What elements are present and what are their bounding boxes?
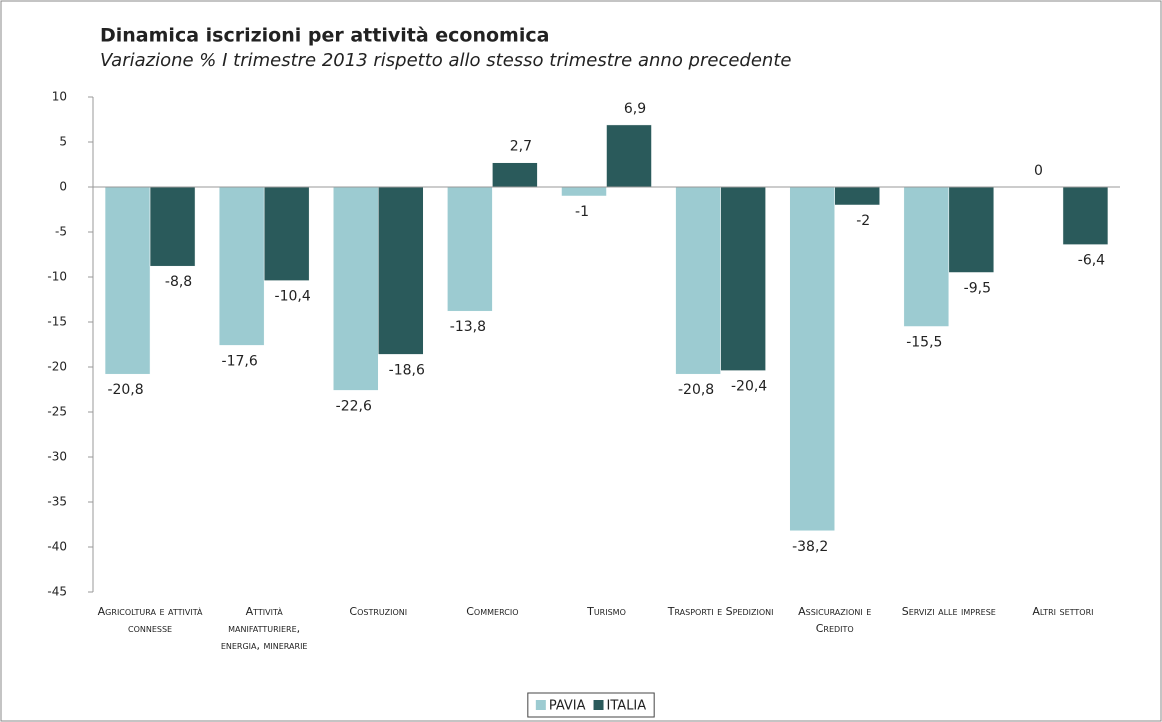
x-tick-label-line: Assicurazioni e — [798, 605, 871, 618]
x-tick-label: Attività manifatturiere, energia, minerari… — [221, 605, 308, 652]
legend-box — [527, 692, 655, 718]
legend-swatch — [535, 700, 546, 710]
x-tick-label: Servizi alle imprese — [902, 605, 996, 618]
bar — [333, 186, 379, 391]
x-tick-label: Altri settori — [1032, 605, 1093, 618]
chart-title: Dinamica iscrizioni per attività economi… — [100, 25, 549, 47]
x-tick-label: Trasporti e Spedizioni — [667, 605, 774, 618]
x-tick-label-line: Altri settori — [1032, 605, 1093, 618]
value-label: 2,7 — [510, 139, 532, 155]
legend-label: ITALIA — [607, 699, 647, 714]
bar — [378, 186, 424, 355]
x-tick-label-line: Commercio — [466, 605, 518, 618]
x-tick-label-line: Turismo — [586, 605, 626, 618]
y-tick-label: 10 — [52, 90, 67, 104]
x-tick-label-line: Costruzioni — [349, 605, 407, 618]
y-tick-label: -25 — [47, 405, 67, 419]
x-tick-label: Agricoltura e attività connesse — [98, 605, 203, 635]
x-tick-label-line: Attività — [246, 605, 284, 618]
value-label: -6,4 — [1078, 253, 1105, 269]
value-label: -8,8 — [165, 274, 192, 290]
value-label: -18,6 — [389, 362, 425, 378]
value-label: -22,6 — [336, 398, 372, 414]
value-label: -1 — [575, 204, 589, 220]
bar — [948, 186, 995, 273]
y-tick-label: -45 — [47, 585, 67, 599]
y-tick-label: -10 — [47, 270, 67, 284]
x-tick-label: Turismo — [586, 605, 626, 618]
y-tick-label: 0 — [59, 180, 67, 194]
y-tick-label: 5 — [59, 135, 67, 149]
chart-subtitle: Variazione % I trimestre 2013 rispetto a… — [100, 50, 791, 71]
value-label: -2 — [856, 213, 870, 229]
bar — [218, 186, 265, 346]
value-label: -20,8 — [678, 382, 714, 398]
value-label: -13,8 — [450, 319, 486, 335]
bar — [1062, 186, 1109, 245]
value-label: -9,5 — [964, 281, 991, 297]
value-label: -20,8 — [107, 382, 143, 398]
bar — [149, 186, 196, 267]
bar — [720, 186, 766, 371]
value-label: -17,6 — [222, 353, 258, 369]
y-tick-label: -5 — [55, 225, 67, 239]
x-tick-label: Assicurazioni e Credito — [798, 605, 871, 635]
bar — [834, 186, 880, 206]
y-tick-label: -35 — [47, 495, 67, 509]
bar — [263, 186, 310, 281]
bar — [104, 186, 151, 375]
x-tick-label-line: Trasporti e Spedizioni — [667, 605, 774, 618]
bar — [789, 186, 835, 532]
value-label: 6,9 — [624, 101, 646, 117]
bar — [903, 186, 950, 327]
x-tick-label-line: energia, minerarie — [221, 639, 308, 652]
x-tick-label-line: Servizi alle imprese — [902, 605, 996, 618]
x-tick-label-line: Credito — [816, 622, 854, 635]
y-tick-label: -40 — [47, 540, 67, 554]
value-label: -20,4 — [731, 379, 767, 395]
x-tick-label-line: connesse — [128, 622, 172, 635]
x-tick-label: Costruzioni — [349, 605, 407, 618]
bar — [492, 162, 538, 188]
legend-swatch — [593, 700, 604, 710]
x-tick-label-line: manifatturiere, — [228, 622, 300, 635]
value-label: 0 — [1034, 163, 1043, 179]
x-tick-label-line: Agricoltura e attività — [98, 605, 203, 618]
bar — [447, 186, 493, 312]
value-label: -38,2 — [792, 539, 828, 555]
y-tick-label: -30 — [47, 450, 67, 464]
bar — [606, 124, 652, 188]
value-label: -15,5 — [906, 335, 942, 351]
y-tick-label: -20 — [47, 360, 67, 374]
value-label: -10,4 — [275, 289, 311, 305]
bar — [561, 186, 607, 197]
legend-label: PAVIA — [549, 699, 586, 714]
bar — [675, 186, 721, 375]
x-tick-label: Commercio — [466, 605, 518, 618]
y-tick-label: -15 — [47, 315, 67, 329]
